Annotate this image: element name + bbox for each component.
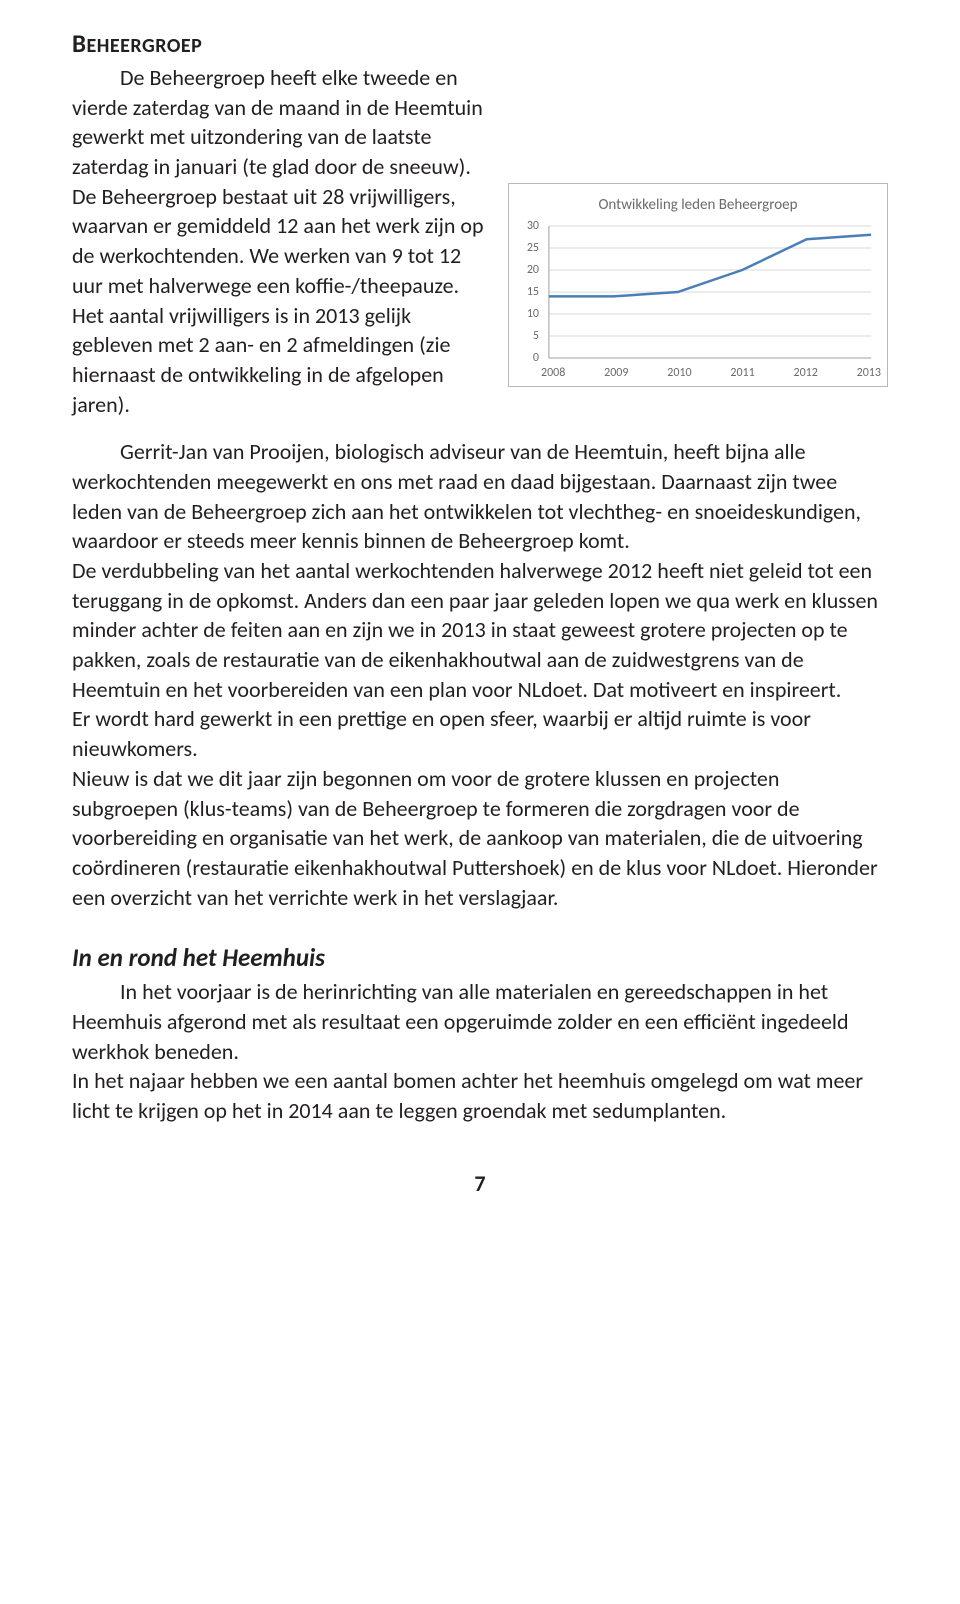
chart-xtick: 2012 <box>794 366 818 380</box>
chart-plot-area: 051015202530 <box>543 222 877 362</box>
chart-ytick: 30 <box>527 219 539 233</box>
page-number: 7 <box>72 1170 888 1197</box>
document-page: BEHEERGROEP De Beheergroep heeft elke tw… <box>0 0 960 1237</box>
heading-text-initial: B <box>72 28 87 59</box>
chart-ytick: 25 <box>527 241 539 255</box>
chart-xtick-labels: 2008 2009 2010 2011 2012 2013 <box>541 366 881 380</box>
paragraph-7: In het najaar hebben we een aantal bomen… <box>72 1066 888 1125</box>
chart-ytick: 10 <box>527 307 539 321</box>
chart-xtick: 2010 <box>667 366 691 380</box>
chart-ytick: 0 <box>533 351 539 365</box>
chart-ytick-labels: 0 5 10 15 20 25 30 <box>519 222 541 362</box>
heading-text-rest: EHEERGROEP <box>87 34 203 58</box>
subheading: In en rond het Heemhuis <box>72 942 888 973</box>
paragraph-5: Nieuw is dat we dit jaar zijn begonnen o… <box>72 764 888 912</box>
section-heading: BEHEERGROEP <box>72 28 888 59</box>
chart-svg <box>543 222 877 362</box>
paragraph-4: Er wordt hard gewerkt in een prettige en… <box>72 704 888 763</box>
chart-xtick: 2008 <box>541 366 565 380</box>
chart-ytick: 5 <box>533 329 539 343</box>
paragraph-2: Gerrit-Jan van Prooijen, biologisch advi… <box>72 437 888 556</box>
paragraph-3: De verdubbeling van het aantal werkochte… <box>72 556 888 704</box>
intro-text-column: De Beheergroep heeft elke tweede en vier… <box>72 63 494 419</box>
paragraph-6: In het voorjaar is de herinrichting van … <box>72 977 888 1066</box>
chart-xtick: 2011 <box>730 366 754 380</box>
chart-ytick: 15 <box>527 285 539 299</box>
chart-xtick: 2009 <box>604 366 628 380</box>
paragraph-intro: De Beheergroep heeft elke tweede en vier… <box>72 63 494 419</box>
chart-title: Ontwikkeling leden Beheergroep <box>519 196 877 214</box>
chart-xtick: 2013 <box>857 366 881 380</box>
chart-ytick: 20 <box>527 263 539 277</box>
intro-row: De Beheergroep heeft elke tweede en vier… <box>72 63 888 419</box>
chart-container: Ontwikkeling leden Beheergroep 0 5 10 15 20 2… <box>508 183 888 387</box>
